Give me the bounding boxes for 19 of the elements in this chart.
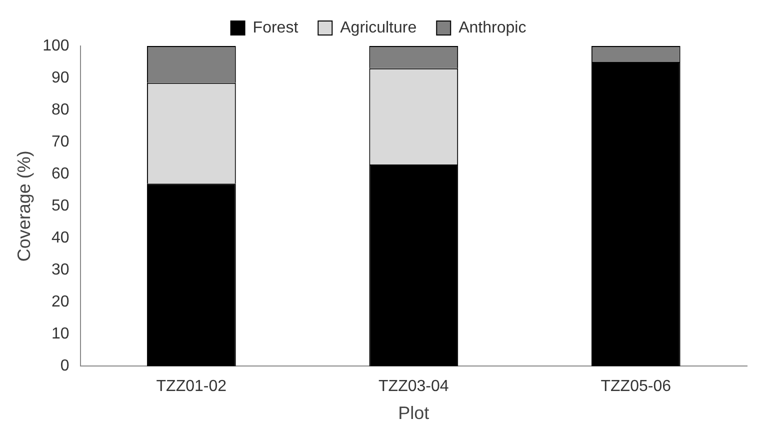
- y-axis-title: Coverage (%): [14, 150, 34, 262]
- y-tick-label: 30: [52, 262, 70, 279]
- x-axis-title: Plot: [398, 403, 430, 424]
- y-tick-label: 10: [52, 326, 70, 343]
- y-tick-label: 60: [52, 165, 70, 182]
- y-tick-label: 40: [52, 230, 70, 247]
- y-tick-label: 100: [42, 37, 70, 54]
- x-tick-label: TZZ03-04: [378, 378, 449, 396]
- legend-label: Anthropic: [458, 19, 526, 36]
- y-tick-label: 0: [60, 358, 70, 375]
- y-tick-label: 50: [52, 198, 70, 215]
- y-tick-label: 80: [52, 101, 70, 118]
- x-tick-label: TZZ05-06: [600, 378, 672, 396]
- y-tick-label: 70: [52, 133, 70, 150]
- x-tick-label: TZZ01-02: [156, 378, 227, 396]
- legend-label: Forest: [252, 19, 299, 36]
- y-tick-label: 20: [52, 294, 70, 311]
- legend-label: Agriculture: [340, 19, 417, 36]
- y-tick-label: 90: [52, 69, 70, 86]
